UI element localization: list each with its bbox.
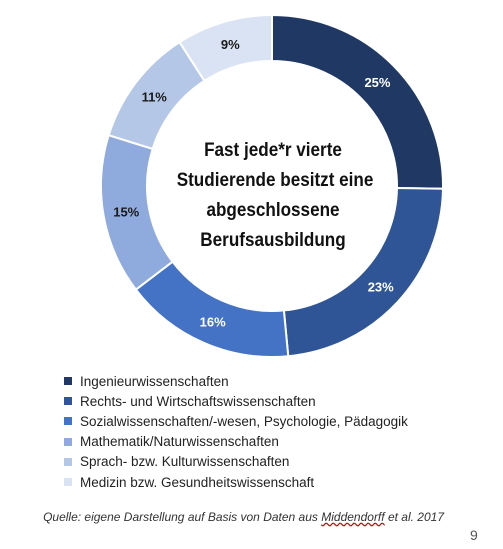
source-note: Quelle: eigene Darstellung auf Basis von… <box>24 510 444 524</box>
legend-item: Sozialwissenschaften/-wesen, Psychologie… <box>64 411 408 431</box>
legend-swatch <box>64 457 72 466</box>
legend-swatch <box>64 417 72 426</box>
slice-labels: 25% 23% 16% 15% 11% 9% <box>113 37 394 330</box>
legend-swatch <box>64 437 72 446</box>
legend-label: Sozialwissenschaften/-wesen, Psychologie… <box>80 413 408 429</box>
legend-label: Rechts- und Wirtschaftswissenschaften <box>80 393 316 409</box>
legend-label: Medizin bzw. Gesundheitswissenschaft <box>80 474 315 490</box>
legend-swatch <box>64 397 72 406</box>
donut-slice <box>178 13 273 83</box>
page-number: 9 <box>470 527 478 543</box>
legend-label: Sprach- bzw. Kulturwissenschaften <box>80 454 290 470</box>
source-prefix: Quelle: eigene Darstellung auf Basis von… <box>43 510 322 524</box>
source-suffix: et al. 2017 <box>384 510 444 524</box>
chart-title-line-4: Berufsausbildung <box>200 230 346 251</box>
slice-value-label: 11% <box>142 89 168 104</box>
legend-label: Ingenieurwissenschaften <box>80 373 229 389</box>
slice-value-label: 23% <box>368 279 394 294</box>
legend-item: Sprach- bzw. Kulturwissenschaften <box>64 452 408 472</box>
slice-value-label: 9% <box>221 37 240 52</box>
legend-item: Rechts- und Wirtschaftswissenschaften <box>64 391 408 411</box>
slice-value-label: 25% <box>364 75 390 90</box>
legend-item: Medizin bzw. Gesundheitswissenschaft <box>64 472 408 492</box>
slice-value-label: 16% <box>200 315 226 330</box>
legend-item: Ingenieurwissenschaften <box>64 371 408 391</box>
source-author: Middendorff <box>321 510 385 524</box>
chart-title: Fast jede*r vierte Studierende besitzt e… <box>176 136 374 256</box>
chart-title-line-2: Studierende besitzt eine <box>176 170 374 191</box>
legend-swatch <box>64 377 72 386</box>
donut-slices <box>100 13 444 358</box>
legend-swatch <box>64 478 72 487</box>
chart-title-line-1: Fast jede*r vierte <box>204 140 342 161</box>
donut-slice <box>134 260 290 358</box>
legend: Ingenieurwissenschaften Rechts- und Wirt… <box>64 371 408 492</box>
slice-value-label: 15% <box>113 205 139 220</box>
legend-label: Mathematik/Naturwissenschaften <box>80 434 279 450</box>
legend-item: Mathematik/Naturwissenschaften <box>64 432 408 452</box>
chart-title-line-3: abgeschlossene <box>206 200 340 221</box>
